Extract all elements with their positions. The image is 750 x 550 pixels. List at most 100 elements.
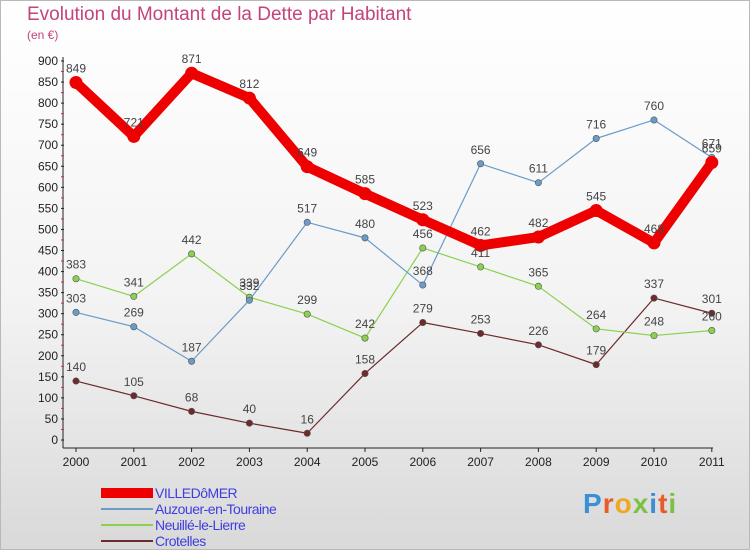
- data-point: [358, 187, 372, 201]
- data-label: 226: [528, 324, 548, 338]
- x-tick-label: 2001: [120, 455, 147, 469]
- data-point: [589, 204, 603, 218]
- x-tick-label: 2011: [699, 455, 725, 469]
- data-point: [127, 129, 141, 143]
- data-point: [242, 91, 256, 105]
- data-label: 242: [355, 317, 375, 331]
- y-tick-label: 350: [38, 286, 58, 300]
- y-tick-label: 900: [38, 54, 58, 68]
- data-point: [245, 296, 253, 304]
- y-tick-label: 600: [38, 180, 58, 194]
- y-tick-label: 700: [38, 138, 58, 152]
- data-label: 301: [702, 292, 722, 306]
- x-tick-label: 2009: [583, 455, 610, 469]
- data-point: [592, 325, 600, 333]
- data-label: 279: [413, 302, 433, 316]
- y-tick-label: 0: [51, 433, 58, 447]
- data-label: 849: [66, 61, 86, 75]
- data-label: 105: [124, 375, 144, 389]
- x-tick-label: 2008: [525, 455, 552, 469]
- data-label: 611: [529, 162, 548, 176]
- data-point: [185, 66, 199, 80]
- data-point: [534, 282, 542, 290]
- data-label: 383: [66, 258, 86, 272]
- x-tick-label: 2005: [352, 455, 379, 469]
- series-line-3: [75, 297, 713, 434]
- data-label: 339: [239, 276, 259, 290]
- data-point: [419, 281, 427, 289]
- y-tick-label: 500: [38, 222, 58, 236]
- data-point: [647, 236, 661, 250]
- proxiti-logo: Proxiti: [583, 488, 678, 519]
- data-point: [72, 308, 80, 316]
- data-label: 337: [644, 277, 664, 291]
- data-point: [534, 179, 542, 187]
- data-point: [188, 357, 196, 365]
- data-label: 716: [586, 117, 606, 131]
- data-label: 760: [644, 99, 664, 113]
- data-label: 411: [471, 246, 490, 260]
- data-point: [72, 377, 80, 385]
- data-label: 299: [297, 293, 317, 307]
- data-labels: 140 105 68 40 16 158 279 253 226 179 337 301 383 341 4…: [66, 52, 722, 426]
- data-point: [416, 213, 430, 227]
- data-label: 649: [297, 146, 317, 160]
- data-point: [474, 238, 488, 252]
- y-tick-label: 800: [38, 96, 58, 110]
- legend-swatch-neuille: [101, 524, 153, 526]
- data-label: 545: [586, 190, 606, 204]
- x-tick-label: 2007: [467, 455, 494, 469]
- data-label: 365: [528, 265, 548, 279]
- data-point: [477, 263, 485, 271]
- legend-swatch-villedomer: [101, 488, 153, 498]
- data-point: [419, 319, 427, 327]
- y-tick-label: 450: [38, 244, 58, 258]
- data-label: 16: [301, 412, 315, 426]
- data-label: 158: [355, 352, 375, 366]
- chart-unit: (en €): [27, 28, 59, 42]
- data-label: 140: [66, 360, 86, 374]
- data-label: 456: [413, 227, 433, 241]
- data-label: 462: [471, 224, 491, 238]
- data-point: [531, 230, 545, 244]
- legend-swatch-crotelles: [101, 540, 153, 542]
- data-point: [361, 234, 369, 242]
- data-label: 585: [355, 173, 375, 187]
- y-tick-label: 750: [38, 117, 58, 131]
- y-tick-label: 400: [38, 265, 58, 279]
- y-tick-label: 850: [38, 75, 58, 89]
- data-label: 482: [528, 216, 548, 230]
- y-tick-label: 650: [38, 159, 58, 173]
- data-label: 812: [239, 77, 259, 91]
- data-label: 303: [66, 291, 86, 305]
- y-tick-label: 250: [38, 328, 58, 342]
- data-label: 442: [182, 233, 202, 247]
- legend-label-auzouer: Auzouer-en-Touraine: [155, 501, 277, 517]
- x-tick-label: 2002: [178, 455, 205, 469]
- data-point: [477, 160, 485, 168]
- y-tick-label: 550: [38, 201, 58, 215]
- data-point: [130, 292, 138, 300]
- data-point: [300, 160, 314, 174]
- y-tick-label: 200: [38, 349, 58, 363]
- data-point: [69, 75, 83, 89]
- axes: 0 50 100 150 200 250 300 350 400 450 500 550 600 650 7…: [38, 54, 725, 469]
- data-point: [477, 329, 485, 337]
- series-lines: [69, 66, 719, 437]
- data-point: [419, 244, 427, 252]
- data-point: [708, 309, 716, 317]
- data-label: 187: [182, 340, 202, 354]
- y-tick-label: 300: [38, 307, 58, 321]
- data-label: 269: [124, 306, 144, 320]
- legend-label-neuille: Neuillé-le-Lierre: [155, 517, 246, 533]
- data-point: [592, 361, 600, 369]
- data-point: [130, 323, 138, 331]
- data-label: 68: [185, 390, 199, 404]
- data-label: 264: [586, 308, 606, 322]
- data-label: 368: [413, 264, 433, 278]
- chart-title: Evolution du Montant de la Dette par Hab…: [27, 4, 412, 25]
- data-point: [303, 310, 311, 318]
- series-line-0: [71, 68, 717, 251]
- data-label: 671: [702, 136, 722, 150]
- legend-label-villedomer: VILLEDôMER: [155, 485, 238, 501]
